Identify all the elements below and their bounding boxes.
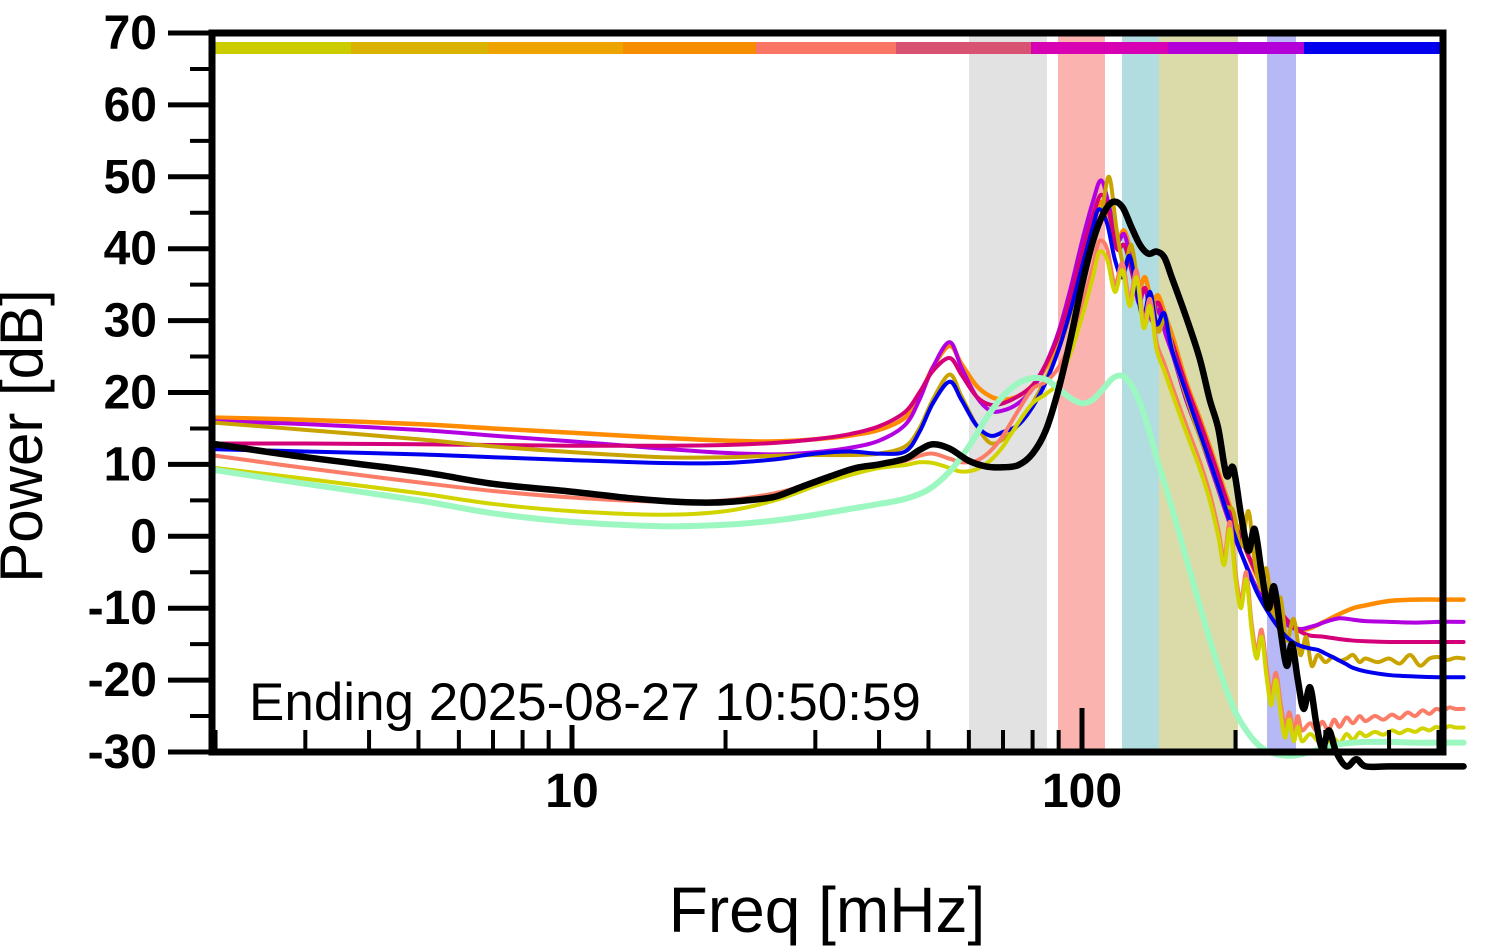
svg-text:30: 30 (104, 295, 157, 348)
svg-text:-20: -20 (88, 654, 157, 707)
svg-text:Ending 2025-08-27 10:50:59: Ending 2025-08-27 10:50:59 (249, 673, 921, 732)
svg-text:40: 40 (104, 223, 157, 276)
svg-text:Power [dB]: Power [dB] (0, 289, 55, 582)
svg-text:-30: -30 (88, 726, 157, 779)
svg-text:10: 10 (545, 765, 598, 818)
svg-text:50: 50 (104, 151, 157, 204)
svg-text:-10: -10 (88, 582, 157, 635)
svg-text:20: 20 (104, 367, 157, 420)
svg-text:70: 70 (104, 7, 157, 60)
svg-text:10: 10 (104, 438, 157, 491)
svg-text:0: 0 (130, 510, 157, 563)
svg-text:60: 60 (104, 79, 157, 132)
svg-text:100: 100 (1042, 765, 1122, 818)
svg-text:Freq [mHz]: Freq [mHz] (669, 874, 985, 946)
